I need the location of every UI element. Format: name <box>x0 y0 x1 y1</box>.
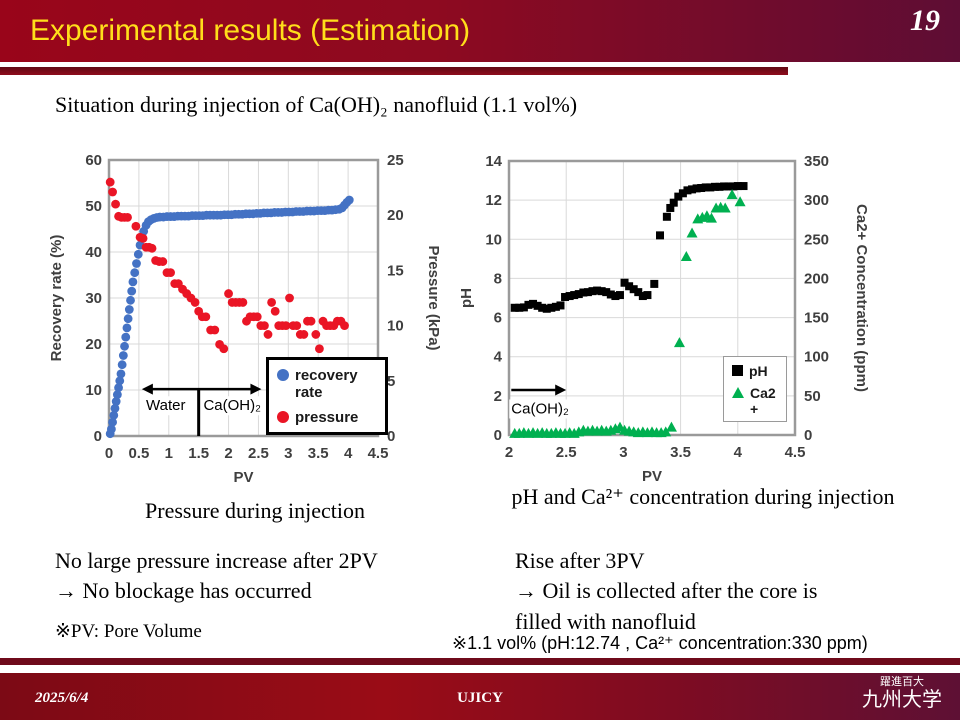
legend-ph-chart: pH Ca2 + <box>723 356 787 423</box>
svg-text:2: 2 <box>494 388 502 405</box>
svg-text:10: 10 <box>387 318 404 335</box>
legend-item-ph: pH <box>732 363 782 379</box>
svg-text:8: 8 <box>494 270 502 287</box>
svg-text:0.5: 0.5 <box>128 445 149 462</box>
legend-label: pH <box>749 363 768 379</box>
svg-text:0: 0 <box>94 428 102 445</box>
affiliation-motto: 躍進百大 <box>880 676 924 688</box>
svg-text:200: 200 <box>804 270 829 287</box>
svg-text:2.5: 2.5 <box>248 445 269 462</box>
svg-text:60: 60 <box>85 152 102 169</box>
svg-text:Ca(OH)₂: Ca(OH)₂ <box>511 400 569 417</box>
svg-text:6: 6 <box>494 310 502 327</box>
svg-text:PV: PV <box>233 469 253 486</box>
svg-text:4.5: 4.5 <box>785 444 806 461</box>
finding-right-line1: Rise after 3PV <box>515 548 645 573</box>
header-accent-bar <box>0 67 788 75</box>
svg-text:0: 0 <box>804 427 812 444</box>
svg-text:1.5: 1.5 <box>188 445 209 462</box>
svg-text:3.5: 3.5 <box>670 444 691 461</box>
svg-text:50: 50 <box>804 388 821 405</box>
legend-item-pressure: pressure <box>277 409 381 426</box>
footer-affiliation: 躍進百大 九州大学 <box>862 676 942 712</box>
svg-text:1: 1 <box>165 445 173 462</box>
svg-text:20: 20 <box>387 207 404 224</box>
svg-text:3.5: 3.5 <box>308 445 329 462</box>
svg-text:40: 40 <box>85 244 102 261</box>
svg-text:10: 10 <box>85 382 102 399</box>
svg-text:3: 3 <box>619 444 627 461</box>
legend-item-recovery-rate: recovery rate <box>277 367 381 402</box>
svg-text:2: 2 <box>224 445 232 462</box>
svg-text:Pressure (kPa): Pressure (kPa) <box>425 245 442 350</box>
finding-left-line1: No large pressure increase after 2PV <box>55 548 378 573</box>
pressure-recovery-chart: Water Ca(OH)₂0 0.5 1 1.5 2 2.5 3 3.5 4 4.501020304… <box>48 152 442 486</box>
pressure-marker-icon <box>277 410 289 423</box>
slide-title: Experimental results (Estimation) <box>30 14 471 47</box>
svg-text:4.5: 4.5 <box>368 445 389 462</box>
footer-center-text: UJICY <box>457 690 503 706</box>
svg-text:12: 12 <box>485 192 502 209</box>
svg-text:350: 350 <box>804 153 829 170</box>
footnote-pore-volume: ※PV: Pore Volume <box>55 621 202 642</box>
legend-label: Ca2 + <box>750 385 776 418</box>
recovery-rate-marker-icon <box>277 369 289 381</box>
footer-bar: 2025/6/4 UJICY 躍進百大 九州大学 <box>0 673 960 720</box>
svg-text:0: 0 <box>494 427 502 444</box>
finding-right: Rise after 3PV → Oil is collected after … <box>515 546 817 637</box>
page-number: 19 <box>910 4 940 37</box>
footer-date: 2025/6/4 <box>35 690 89 706</box>
svg-text:4: 4 <box>734 444 743 461</box>
svg-text:15: 15 <box>387 262 404 279</box>
ph-ca-concentration-chart: Ca(OH)₂2 2.5 3 3.5 4 4.5024681012140501001502… <box>458 153 870 485</box>
footer-rule <box>0 658 960 665</box>
finding-right-line3: filled with nanofluid <box>515 608 696 634</box>
svg-text:3: 3 <box>284 445 292 462</box>
finding-right-line2: → Oil is collected after the core is <box>515 578 818 604</box>
ph-marker-icon <box>732 365 743 376</box>
svg-text:50: 50 <box>85 198 102 215</box>
subtitle: Situation during injection of Ca(OH)₂ na… <box>55 92 578 117</box>
svg-text:Water: Water <box>146 397 185 414</box>
caption-pressure-chart: Pressure during injection <box>145 498 365 523</box>
legend-label: recovery rate <box>295 367 358 402</box>
svg-text:Recovery rate (%): Recovery rate (%) <box>48 235 65 362</box>
legend-pressure-chart: recovery rate pressure <box>266 357 388 435</box>
header-bar: Experimental results (Estimation) 19 <box>0 0 960 62</box>
svg-text:pH: pH <box>458 288 475 308</box>
svg-text:2.5: 2.5 <box>556 444 577 461</box>
finding-left-line2: → No blockage has occurred <box>55 578 312 604</box>
svg-text:4: 4 <box>494 349 503 366</box>
svg-text:30: 30 <box>85 290 102 307</box>
svg-text:Ca2+ Concentration (ppm): Ca2+ Concentration (ppm) <box>853 204 870 392</box>
svg-text:2: 2 <box>505 444 513 461</box>
svg-text:300: 300 <box>804 192 829 209</box>
legend-item-ca2: Ca2 + <box>732 385 782 417</box>
svg-text:25: 25 <box>387 152 404 169</box>
svg-text:5: 5 <box>387 373 395 390</box>
svg-text:4: 4 <box>344 445 353 462</box>
caption-ph-chart: pH and Ca²⁺ concentration during injecti… <box>511 484 895 509</box>
legend-label: pressure <box>295 408 359 426</box>
svg-text:14: 14 <box>485 153 502 170</box>
svg-text:250: 250 <box>804 231 829 248</box>
svg-text:20: 20 <box>85 336 102 353</box>
svg-text:0: 0 <box>105 445 113 462</box>
svg-text:0: 0 <box>387 428 395 445</box>
svg-text:10: 10 <box>485 231 502 248</box>
ca2-marker-icon <box>732 387 744 399</box>
svg-text:100: 100 <box>804 349 829 366</box>
affiliation-university: 九州大学 <box>862 688 942 711</box>
svg-text:Ca(OH)₂: Ca(OH)₂ <box>203 397 261 414</box>
svg-text:PV: PV <box>642 468 662 485</box>
svg-text:150: 150 <box>804 310 829 327</box>
footnote-concentration: ※1.1 vol% (pH:12.74 , Ca²⁺ concentration… <box>452 633 868 653</box>
finding-left: No large pressure increase after 2PV → N… <box>55 546 378 607</box>
